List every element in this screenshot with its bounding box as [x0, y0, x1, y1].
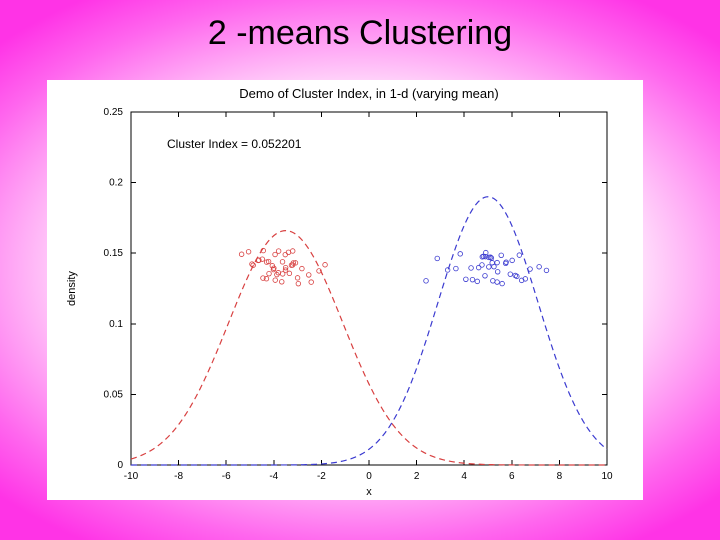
x-tick-label: 8	[557, 471, 563, 482]
scatter-point-cluster0	[239, 252, 244, 257]
scatter-point-cluster1	[544, 268, 549, 273]
scatter-point-cluster0	[290, 249, 295, 254]
scatter-point-cluster1	[495, 280, 500, 285]
x-tick-label: 0	[366, 471, 372, 482]
scatter-point-cluster1	[495, 269, 500, 274]
scatter-point-cluster1	[445, 268, 450, 273]
scatter-point-cluster1	[464, 277, 469, 282]
y-tick-label: 0.05	[104, 389, 124, 400]
scatter-point-cluster1	[515, 274, 520, 279]
gaussian-curve-0	[131, 231, 607, 465]
scatter-point-cluster1	[499, 253, 504, 258]
scatter-point-cluster0	[279, 280, 284, 285]
scatter-point-cluster0	[246, 249, 251, 254]
scatter-point-cluster1	[537, 264, 542, 269]
x-tick-label: -4	[269, 471, 278, 482]
scatter-point-cluster1	[517, 253, 522, 258]
gaussian-curve-1	[131, 197, 607, 465]
x-tick-label: 10	[601, 471, 613, 482]
scatter-point-cluster1	[424, 279, 429, 284]
scatter-point-cluster1	[435, 256, 440, 261]
x-tick-label: 2	[414, 471, 420, 482]
slide-title: 2 -means Clustering	[0, 0, 720, 53]
scatter-point-cluster1	[480, 263, 485, 268]
x-tick-label: -8	[174, 471, 183, 482]
y-axis-label: density	[66, 271, 78, 306]
scatter-point-cluster0	[323, 262, 328, 267]
slide: 2 -means Clustering Demo of Cluster Inde…	[0, 0, 720, 540]
scatter-point-cluster0	[300, 266, 305, 271]
x-tick-label: -10	[124, 471, 139, 482]
scatter-point-cluster1	[528, 267, 533, 272]
scatter-point-cluster1	[492, 264, 497, 269]
chart-title: Demo of Cluster Index, in 1-d (varying m…	[239, 86, 498, 101]
cluster-index-annotation: Cluster Index = 0.052201	[167, 137, 302, 151]
scatter-point-cluster1	[487, 265, 492, 270]
scatter-point-cluster1	[510, 258, 515, 263]
y-tick-label: 0.2	[109, 178, 123, 189]
scatter-point-cluster0	[295, 276, 300, 281]
cluster-chart: Demo of Cluster Index, in 1-d (varying m…	[47, 80, 643, 500]
y-tick-label: 0.25	[104, 107, 124, 118]
x-axis-label: x	[366, 486, 372, 498]
scatter-point-cluster0	[309, 280, 314, 285]
scatter-point-cluster1	[483, 273, 488, 278]
y-tick-label: 0.1	[109, 319, 123, 330]
scatter-point-cluster1	[458, 252, 463, 257]
chart-panel: Demo of Cluster Index, in 1-d (varying m…	[47, 80, 643, 500]
x-tick-label: 4	[461, 471, 467, 482]
scatter-point-cluster0	[283, 252, 288, 257]
scatter-point-cluster1	[469, 266, 474, 271]
x-tick-label: 6	[509, 471, 515, 482]
x-tick-label: -2	[317, 471, 326, 482]
scatter-point-cluster0	[276, 249, 281, 254]
scatter-point-cluster1	[500, 281, 505, 286]
y-tick-label: 0.15	[104, 248, 124, 259]
scatter-point-cluster0	[287, 271, 292, 276]
scatter-point-cluster1	[508, 272, 513, 277]
y-tick-label: 0	[117, 460, 123, 471]
scatter-point-cluster0	[296, 281, 301, 286]
scatter-point-cluster0	[267, 271, 272, 276]
scatter-point-cluster1	[475, 279, 480, 284]
scatter-point-cluster1	[470, 277, 475, 282]
x-tick-label: -6	[222, 471, 231, 482]
scatter-point-cluster1	[495, 260, 500, 265]
scatter-point-cluster0	[306, 273, 311, 278]
scatter-point-cluster0	[280, 260, 285, 265]
scatter-point-cluster0	[250, 262, 255, 267]
scatter-point-cluster1	[454, 266, 459, 271]
scatter-point-cluster0	[273, 278, 278, 283]
